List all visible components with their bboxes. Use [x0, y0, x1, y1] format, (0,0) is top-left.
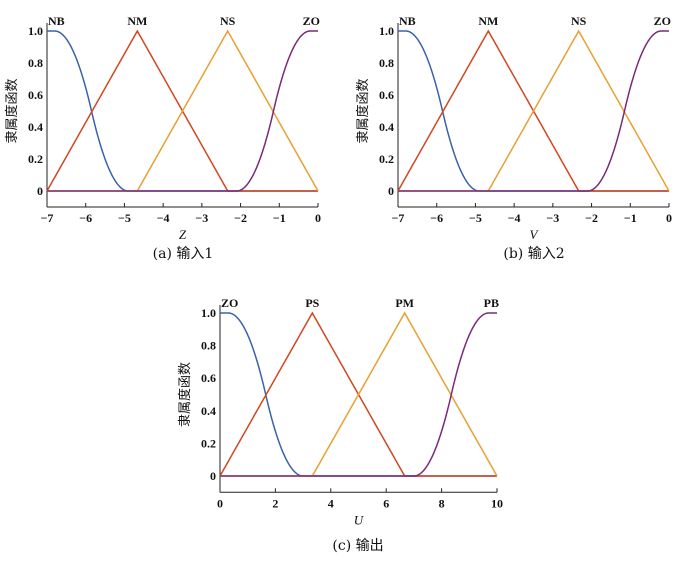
y-tick-label: 0.6 — [201, 371, 216, 385]
y-tick-label: 0.4 — [201, 404, 216, 418]
series-label-zo: ZO — [303, 14, 320, 28]
x-tick-label: −2 — [234, 211, 247, 225]
series-label-nm: NM — [478, 14, 498, 28]
y-tick-label: 0.8 — [28, 56, 43, 70]
x-tick-label: −6 — [79, 211, 92, 225]
x-tick-label: 0 — [315, 211, 321, 225]
series-label-nm: NM — [127, 14, 147, 28]
x-tick-label: −7 — [41, 211, 54, 225]
series-label-zo: ZO — [654, 14, 671, 28]
y-tick-label: 1.0 — [28, 24, 43, 38]
y-tick-label: 0.6 — [379, 88, 394, 102]
x-tick-label: −5 — [118, 211, 131, 225]
y-tick-label: 0 — [37, 184, 43, 198]
chart-b: −7 −6 −5 −4 −3 −2 −1 0 0 0.2 0.4 0.6 0.8 1.0 V 隶属度函数 (b)… — [355, 14, 672, 262]
y-tick-label: 1.0 — [379, 24, 394, 38]
x-tick-label: 0 — [217, 496, 223, 510]
series-label-nb: NB — [399, 14, 416, 28]
y-tick-label: 0 — [210, 469, 216, 483]
series-label-pb: PB — [484, 296, 499, 310]
series-line-zo — [47, 30, 318, 192]
chart-caption: (c) 输出 — [332, 538, 383, 554]
series-label-pm: PM — [395, 296, 414, 310]
x-tick-label: −1 — [273, 211, 286, 225]
series-label-ps: PS — [305, 296, 319, 310]
series-label-ns: NS — [571, 14, 587, 28]
series-line-ns — [398, 29, 670, 192]
x-tick-label: 2 — [272, 496, 278, 510]
y-tick-label: 1.0 — [201, 306, 216, 320]
y-tick-label: 0.4 — [379, 120, 394, 134]
x-axis-label: U — [354, 512, 365, 527]
y-tick-label: 0.2 — [201, 436, 216, 450]
x-tick-label: −4 — [157, 211, 170, 225]
x-tick-label: −2 — [585, 211, 598, 225]
series-label-ns: NS — [220, 14, 236, 28]
chart-caption: (b) 输入2 — [503, 246, 564, 262]
y-tick-label: 0.8 — [201, 339, 216, 353]
y-tick-label: 0.2 — [379, 152, 394, 166]
x-tick-label: 8 — [439, 496, 445, 510]
y-tick-label: 0.8 — [379, 56, 394, 70]
x-tick-label: −1 — [624, 211, 637, 225]
x-tick-label: −6 — [430, 211, 443, 225]
x-tick-label: 6 — [383, 496, 389, 510]
x-tick-label: 10 — [491, 496, 503, 510]
y-axis-label: 隶属度函数 — [4, 78, 20, 143]
chart-a: −7 −6 −5 −4 −3 −2 −1 0 0 0.2 0.4 0.6 0.8 1.0 Z 隶属度函数 (a)… — [4, 14, 321, 262]
series-label-nb: NB — [48, 14, 65, 28]
x-tick-label: 4 — [328, 496, 334, 510]
y-axis-label: 隶属度函数 — [355, 78, 371, 143]
x-tick-label: −3 — [195, 211, 208, 225]
x-tick-label: −3 — [546, 211, 559, 225]
x-axis-label: Z — [179, 227, 187, 242]
series-line-pb — [220, 312, 497, 477]
x-tick-label: −4 — [508, 211, 521, 225]
y-axis-label: 隶属度函数 — [177, 362, 193, 427]
y-tick-label: 0.4 — [28, 120, 43, 134]
chart-caption: (a) 输入1 — [153, 246, 214, 262]
y-tick-label: 0.2 — [28, 152, 43, 166]
series-line-pm — [220, 311, 498, 477]
x-tick-label: 0 — [666, 211, 672, 225]
chart-c: 0 2 4 6 8 10 0 0.2 0.4 0.6 0.8 1.0 U 隶属度函数 (c) 输出 ZO PS P… — [177, 296, 503, 554]
x-tick-label: −5 — [469, 211, 482, 225]
x-tick-label: −7 — [392, 211, 405, 225]
x-axis-label: V — [530, 227, 540, 242]
series-line-ns — [47, 29, 319, 192]
y-tick-label: 0 — [388, 184, 394, 198]
series-line-zo — [398, 30, 669, 192]
y-tick-label: 0.6 — [28, 88, 43, 102]
series-label-zo: ZO — [221, 296, 238, 310]
